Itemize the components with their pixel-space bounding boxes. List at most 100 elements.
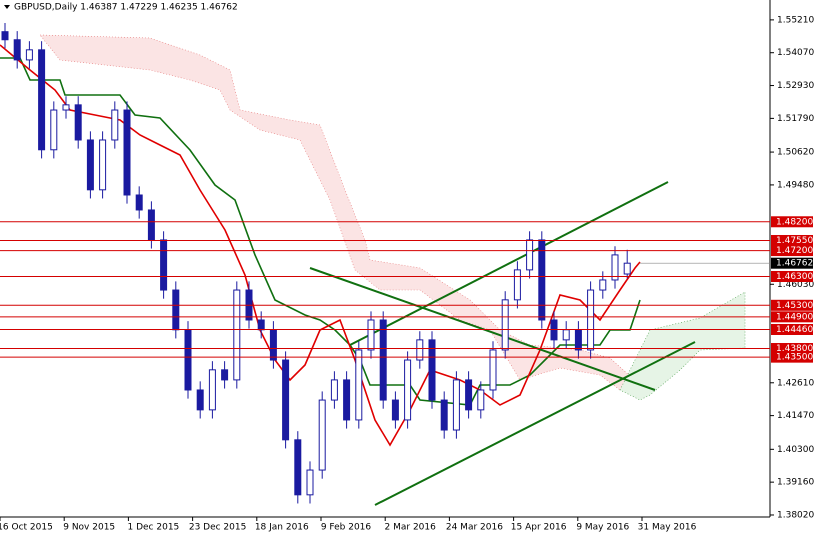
y-tick-label: 1.41470 (777, 411, 814, 421)
candle-body (147, 209, 155, 241)
y-tick-label: 1.52930 (777, 81, 814, 91)
x-tick-label: 2 Mar 2016 (385, 523, 437, 533)
candle-body (221, 369, 229, 381)
candle-body (208, 369, 216, 411)
last-price-box (771, 257, 813, 269)
level-label: 1.43800 (776, 344, 813, 354)
level-label-box (771, 323, 813, 335)
candle-body (513, 269, 521, 301)
candle-body (526, 239, 534, 271)
candle-body (233, 289, 241, 381)
candle-body (294, 439, 302, 496)
level-label: 1.46300 (776, 272, 813, 282)
candle-body (282, 359, 290, 441)
candle-body (1, 31, 9, 41)
candle-body (343, 379, 351, 421)
candle-body (428, 339, 436, 401)
y-tick-label: 1.55210 (777, 15, 814, 25)
x-tick-label: 15 Apr 2016 (511, 523, 567, 533)
candle-body (379, 319, 387, 401)
y-tick-label: 1.50620 (777, 148, 814, 158)
last-price-label: 1.46762 (776, 259, 813, 269)
candle-body (391, 399, 399, 421)
x-tick-label: 9 Nov 2015 (63, 523, 115, 533)
candle-body (355, 349, 363, 421)
level-label: 1.44460 (776, 325, 813, 335)
y-tick-label: 1.51790 (777, 114, 814, 124)
level-label-box (771, 299, 813, 311)
x-tick-label: 24 Mar 2016 (446, 523, 503, 533)
candle-body (465, 379, 473, 411)
candle-body (86, 139, 94, 191)
candle-body (123, 109, 131, 196)
x-tick-label: 23 Dec 2015 (189, 523, 247, 533)
x-tick-label: 9 May 2016 (576, 523, 629, 533)
level-label: 1.47200 (776, 246, 813, 256)
candle-body (25, 49, 33, 61)
y-tick-label: 1.39160 (777, 478, 814, 488)
candle-body (111, 109, 119, 141)
candle-body (599, 279, 607, 291)
candle-body (562, 329, 570, 341)
x-tick-label: 9 Feb 2016 (321, 523, 372, 533)
trend-line (374, 341, 696, 506)
candle-body (196, 389, 204, 411)
trend-line (349, 181, 669, 346)
candle-body (611, 254, 619, 281)
kijun-line (0, 57, 641, 406)
title-arrow (4, 5, 10, 9)
candle-body (306, 469, 314, 496)
x-tick-label: 1 Dec 2015 (128, 523, 180, 533)
level-label-box (771, 351, 813, 363)
level-label-box (771, 271, 813, 283)
y-tick-label: 1.46030 (777, 280, 814, 290)
level-label: 1.44900 (776, 312, 813, 322)
candle-body (501, 299, 509, 351)
candle-body (477, 389, 485, 411)
candle-body (269, 329, 277, 361)
y-tick-label: 1.49480 (777, 180, 814, 190)
candle-body (172, 289, 180, 331)
candle-body (367, 319, 375, 351)
candle-body (623, 262, 631, 275)
level-label-box (771, 216, 813, 228)
candle-body (440, 399, 448, 431)
x-tick-label: 16 Oct 2015 (0, 523, 53, 533)
candle-body (574, 329, 582, 351)
candle-body (38, 49, 46, 151)
y-tick-label: 1.38020 (777, 510, 814, 520)
x-tick-label: 31 May 2016 (638, 523, 697, 533)
candle-body (257, 319, 265, 331)
candle-body (489, 349, 497, 391)
y-tick-label: 1.40300 (777, 445, 814, 455)
candle-body (587, 289, 595, 351)
level-label-box (771, 234, 813, 246)
ichimoku-cloud (39, 34, 746, 401)
candle-body (50, 109, 58, 151)
candle-body (416, 339, 424, 361)
level-label: 1.45300 (776, 301, 813, 311)
x-tick-label: 18 Jan 2016 (255, 523, 309, 533)
candle-body (13, 39, 21, 61)
level-label-box (771, 343, 813, 355)
level-label: 1.48200 (776, 217, 813, 227)
candle-body (160, 239, 168, 291)
level-label-box (771, 311, 813, 323)
candle-body (404, 359, 412, 421)
candle-body (538, 239, 546, 321)
candle-body (62, 104, 70, 111)
candle-body (184, 329, 192, 391)
level-label: 1.43500 (776, 353, 813, 363)
candle-body (99, 139, 107, 191)
candle-body (318, 399, 326, 471)
candle-body (452, 379, 460, 431)
candle-body (74, 104, 82, 141)
chart-title: GBPUSD,Daily 1.46387 1.47229 1.46235 1.4… (14, 3, 238, 13)
y-tick-label: 1.42610 (777, 378, 814, 388)
candle-body (330, 379, 338, 401)
candle-body (135, 194, 143, 211)
level-label: 1.47550 (776, 236, 813, 246)
level-label-box (771, 245, 813, 257)
y-tick-label: 1.54070 (777, 48, 814, 58)
